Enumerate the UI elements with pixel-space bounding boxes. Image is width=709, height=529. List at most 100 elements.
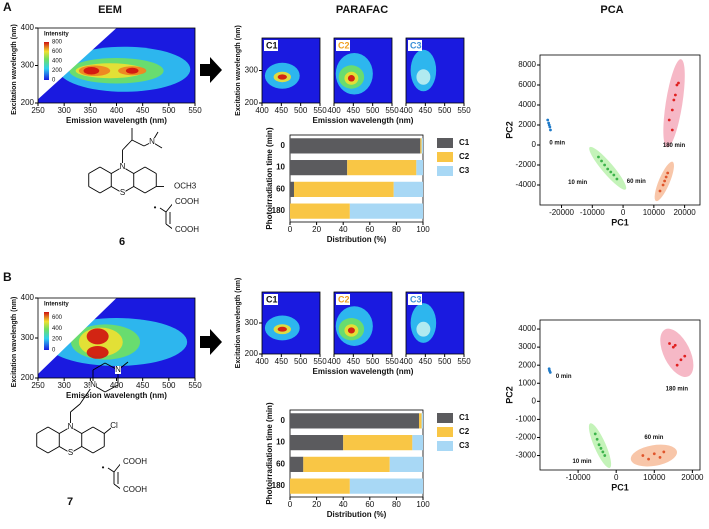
atom-label: COOH xyxy=(175,225,199,234)
x-tick-label: 100 xyxy=(416,500,430,509)
bond xyxy=(122,139,133,151)
point xyxy=(672,98,676,102)
x-axis-label: Emission wavelength (nm) xyxy=(66,391,167,400)
y-tick-label: -4000 xyxy=(516,180,537,189)
y-tick-label: 180 xyxy=(272,481,286,490)
component-tag xyxy=(264,40,278,51)
point xyxy=(677,81,680,85)
bar-segment xyxy=(293,181,394,197)
bar-segment xyxy=(290,435,344,451)
x-tick-label: 450 xyxy=(419,357,433,366)
legend-swatch xyxy=(437,427,453,437)
x-axis-label: Emission wavelength (nm) xyxy=(313,116,414,125)
component-tag xyxy=(264,294,278,305)
y-tick-label: 4000 xyxy=(518,100,536,109)
x-tick-label: 550 xyxy=(385,357,399,366)
atom-label: S xyxy=(120,188,125,197)
column-header: PCA xyxy=(600,4,623,16)
bar-segment xyxy=(349,478,423,494)
point xyxy=(600,159,603,163)
x-tick-label: -10000 xyxy=(580,208,605,217)
contour xyxy=(347,75,355,82)
point xyxy=(673,343,677,347)
compound-number: 7 xyxy=(67,496,73,508)
legend-label: C1 xyxy=(459,413,470,422)
x-tick-label: 400 xyxy=(399,357,413,366)
panel-label: A xyxy=(3,0,12,14)
point xyxy=(615,177,619,181)
contour xyxy=(86,328,109,345)
atom-label: Cl xyxy=(110,421,118,430)
x-tick-label: 0 xyxy=(288,225,293,234)
point xyxy=(647,457,650,461)
bond xyxy=(81,446,94,454)
bar-segment xyxy=(420,138,422,154)
x-tick-label: 500 xyxy=(366,357,380,366)
y-tick-label: -2000 xyxy=(516,160,537,169)
atom-label: COOH xyxy=(123,457,147,466)
legend-swatch xyxy=(437,152,453,162)
x-tick-label: 500 xyxy=(294,106,308,115)
x-axis-label: PC1 xyxy=(611,217,629,227)
x-tick-label: 20 xyxy=(312,500,321,509)
bond xyxy=(104,427,112,434)
colorbar-tick-label: 600 xyxy=(52,315,63,321)
y-tick-label: 4000 xyxy=(518,324,536,333)
column-header: EEM xyxy=(98,4,122,16)
compound-number: 6 xyxy=(119,236,125,248)
x-tick-label: -20000 xyxy=(549,208,574,217)
x-tick-label: 0 xyxy=(288,500,293,509)
y-tick-label: 1000 xyxy=(518,378,536,387)
legend-swatch xyxy=(437,441,453,451)
point xyxy=(664,175,668,179)
y-axis-label: Excitation wavelength (nm) xyxy=(235,25,242,116)
x-tick-label: 20 xyxy=(312,225,321,234)
y-axis-label: Excitation wavelength (nm) xyxy=(235,278,242,369)
x-tick-label: 500 xyxy=(162,106,176,115)
bond xyxy=(70,403,81,413)
x-tick-label: 40 xyxy=(339,500,348,509)
atom-label: N xyxy=(115,365,121,374)
point xyxy=(595,437,599,441)
bar-segment xyxy=(393,181,423,197)
y-tick-label: 300 xyxy=(21,333,35,342)
y-tick-label: 10 xyxy=(276,163,285,172)
x-axis-label: Emission wavelength (nm) xyxy=(66,116,167,125)
bond xyxy=(88,186,101,194)
label-bg xyxy=(149,138,155,146)
y-tick-label: 400 xyxy=(21,23,35,32)
x-tick-label: 400 xyxy=(327,106,341,115)
point xyxy=(603,454,607,457)
point xyxy=(666,171,670,175)
point xyxy=(547,121,551,125)
colorbar-tick-label: 200 xyxy=(52,68,63,74)
bar-segment xyxy=(419,413,422,429)
point xyxy=(593,432,597,436)
y-axis-label: Photoirradiation time (min) xyxy=(265,127,274,230)
cluster-label: 180 min xyxy=(663,143,686,149)
cluster-label: 180 min xyxy=(666,386,689,392)
bond xyxy=(92,426,105,434)
x-tick-label: 450 xyxy=(136,381,150,390)
x-tick-label: 500 xyxy=(366,106,380,115)
x-tick-label: 550 xyxy=(457,106,471,115)
legend-label: C1 xyxy=(459,138,470,147)
label-bg xyxy=(67,449,74,457)
point xyxy=(609,170,613,174)
component-tag xyxy=(408,40,422,51)
bond xyxy=(144,166,157,174)
label-bg xyxy=(100,464,106,472)
component-name: C1 xyxy=(266,294,278,304)
legend-label: C2 xyxy=(459,152,470,161)
x-tick-label: 500 xyxy=(162,381,176,390)
component-name: C2 xyxy=(338,40,350,50)
legend-label: C3 xyxy=(459,166,470,175)
point xyxy=(599,446,603,450)
y-tick-label: 0 xyxy=(532,140,537,149)
x-tick-label: 80 xyxy=(392,500,401,509)
bar-segment xyxy=(290,203,350,219)
colorbar-tick-label: 200 xyxy=(52,337,63,343)
component-tag xyxy=(336,40,350,51)
x-tick-label: -10000 xyxy=(566,473,591,482)
x-tick-label: 400 xyxy=(255,357,269,366)
